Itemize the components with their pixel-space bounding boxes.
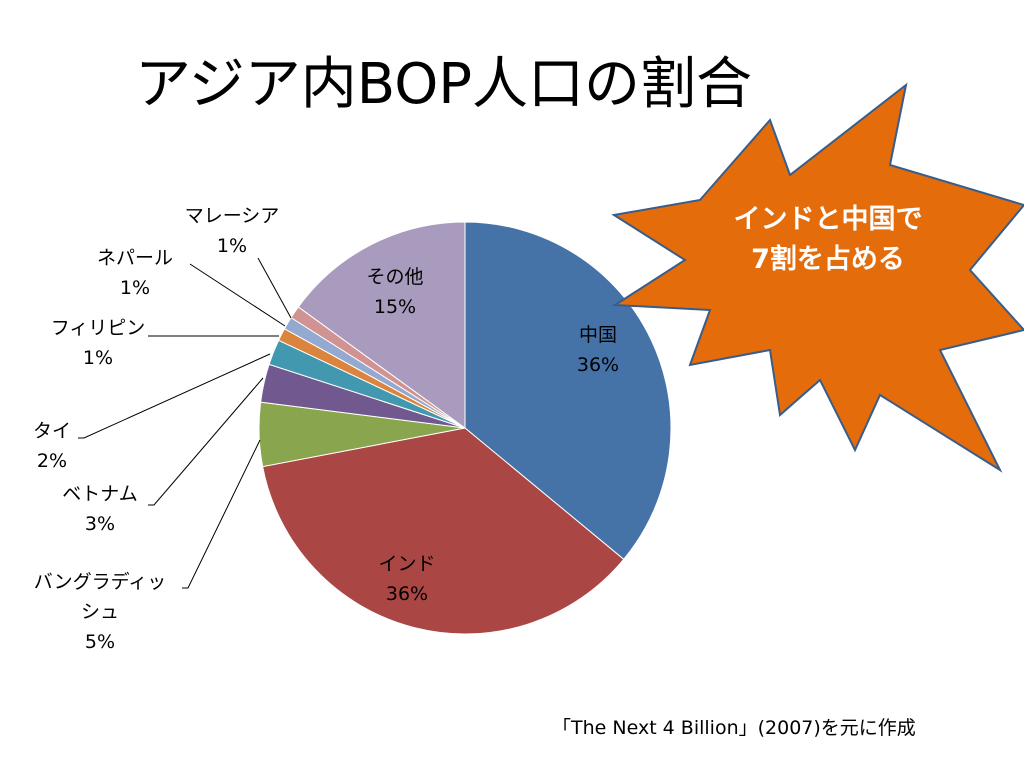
leader-line [78,353,271,439]
slice-value: 1% [120,277,150,299]
slice-value: 15% [374,296,416,318]
source-note: 「The Next 4 Billion」(2007)を元に作成 [552,717,916,739]
leader-line [189,263,286,327]
pie-slices [258,221,672,635]
slice-label: その他 15% [366,266,423,318]
slice-name: ベトナム [62,483,137,505]
slice-value: 36% [577,354,619,376]
slice-label: バングラディッシュ 5% [34,571,167,653]
callout-line-1: インドと中国で [734,204,923,235]
slice-name: その他 [366,266,423,288]
slice-label: フィリピン 1% [51,317,146,369]
slice-value: 36% [386,583,428,605]
slice-value: 1% [83,347,113,369]
slice-label: インド 36% [378,553,435,605]
slice-name: フィリピン [51,317,146,339]
slice-label: 中国 36% [577,324,619,376]
slice-name: シュ [81,601,119,623]
starburst-shape [611,82,1024,473]
leader-line [257,257,292,319]
slice-name: マレーシア [185,205,280,227]
slice-name: 中国 [579,324,617,346]
pie-slice [262,427,625,635]
slice-value: 3% [85,513,115,535]
leader-line [148,377,264,506]
leader-lines [78,257,292,589]
slice-label: ベトナム 3% [62,483,137,535]
slice-value: 2% [37,450,67,472]
slice-label: マレーシア 1% [185,205,280,257]
slice-name: バングラディッ [34,571,167,593]
pie-slice [297,221,466,429]
slice-value: 1% [217,235,247,257]
slice-name: インド [378,553,435,575]
slice-value: 5% [85,631,115,653]
callout-starburst: インドと中国で 7割を占める [611,82,1024,473]
slice-name: タイ [33,420,71,442]
slice-name: ネパール [97,247,173,269]
pie-slice [464,221,672,561]
slice-label: ネパール 1% [97,247,173,299]
slice-label: タイ 2% [33,420,71,472]
page-title: アジア内BOP人口の割合 [135,52,753,117]
slice-labels: 中国 36%インド 36%バングラディッシュ 5%ベトナム 3%タイ 2%フィリピン 1%ネ… [33,205,619,653]
leader-line [182,439,261,589]
callout-line-2: 7割を占める [751,243,905,275]
